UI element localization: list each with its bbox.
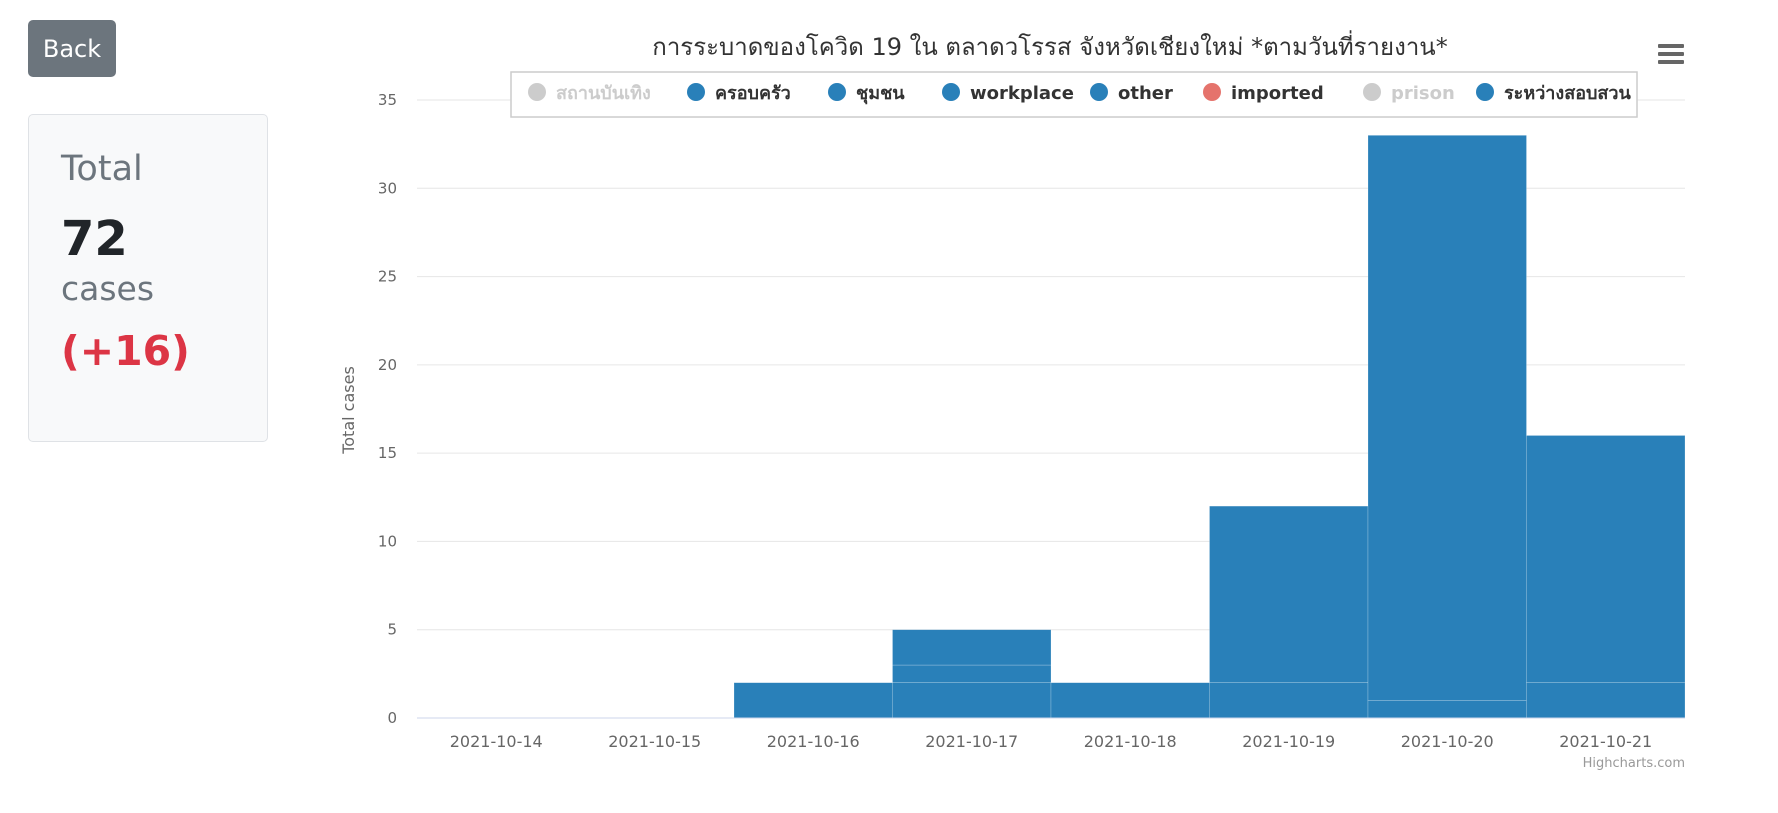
y-tick-label: 35 (378, 91, 397, 109)
y-axis-title: Total cases (339, 366, 358, 455)
legend-label: other (1118, 83, 1173, 104)
summary-card: Total 72 cases (+16) (28, 114, 268, 442)
x-tick-label: 2021-10-19 (1242, 732, 1335, 751)
summary-label: Total (61, 149, 143, 189)
legend-item[interactable]: workplace (942, 83, 1074, 104)
legend-label: สถานบันเทิง (556, 83, 651, 104)
y-tick-label: 0 (387, 709, 397, 727)
legend-marker-icon (528, 83, 546, 101)
legend-label: ชุมชน (856, 83, 905, 105)
x-tick-label: 2021-10-17 (925, 732, 1018, 751)
legend-marker-icon (828, 83, 846, 101)
legend-item[interactable]: prison (1363, 83, 1455, 104)
legend-item[interactable]: ระหว่างสอบสวน (1476, 83, 1632, 104)
bar-segment[interactable] (1209, 505, 1369, 683)
bar-segment[interactable] (1367, 135, 1527, 701)
legend-label: imported (1231, 83, 1324, 104)
bar-segment[interactable] (1526, 435, 1686, 683)
legend-marker-icon (942, 83, 960, 101)
legend-label: ระหว่างสอบสวน (1504, 83, 1632, 104)
x-tick-label: 2021-10-21 (1559, 732, 1652, 751)
bar-segment[interactable] (1050, 682, 1210, 719)
cases-unit: cases (61, 269, 155, 308)
bar-segment[interactable] (1209, 682, 1369, 719)
back-button[interactable]: Back (28, 20, 116, 77)
bar-segment[interactable] (733, 682, 893, 719)
legend-marker-icon (1363, 83, 1381, 101)
highcharts-credit[interactable]: Highcharts.com (1583, 756, 1685, 771)
y-tick-label: 10 (378, 532, 397, 550)
bar-segment[interactable] (892, 629, 1052, 666)
y-tick-label: 20 (378, 356, 397, 374)
y-tick-label: 5 (387, 621, 397, 639)
x-axis: 2021-10-14 2021-10-15 2021-10-16 2021-10-17… (450, 732, 1652, 751)
legend: สถานบันเทิง ครอบครัว ชุมชน workplace other im… (510, 71, 1638, 118)
bar-series (733, 135, 1686, 719)
legend-item[interactable]: สถานบันเทิง (528, 83, 651, 104)
legend-marker-icon (1476, 83, 1494, 101)
total-cases-count: 72 (61, 211, 128, 267)
legend-item[interactable]: imported (1203, 83, 1324, 104)
hamburger-menu-icon[interactable] (1653, 40, 1689, 70)
x-tick-label: 2021-10-18 (1084, 732, 1177, 751)
legend-item[interactable]: other (1090, 83, 1173, 104)
x-tick-label: 2021-10-14 (450, 732, 543, 751)
y-tick-label: 15 (378, 444, 397, 462)
legend-marker-icon (687, 83, 705, 101)
legend-label: ครอบครัว (715, 83, 791, 104)
chart-title: การระบาดของโควิด 19 ใน ตลาดวโรรส จังหวัด… (652, 30, 1447, 61)
new-cases-delta: (+16) (61, 327, 190, 375)
legend-marker-icon (1203, 83, 1221, 101)
legend-marker-icon (1090, 83, 1108, 101)
legend-label: workplace (970, 83, 1074, 104)
bar-segment[interactable] (892, 682, 1052, 719)
bar-segment[interactable] (892, 664, 1052, 683)
epidemic-bar-chart: การระบาดของโควิด 19 ใน ตลาดวโรรส จังหวัด… (339, 30, 1689, 771)
legend-item[interactable]: ครอบครัว (687, 83, 791, 104)
x-tick-label: 2021-10-15 (608, 732, 701, 751)
x-tick-label: 2021-10-20 (1401, 732, 1494, 751)
y-axis: 0 5 10 15 20 25 30 35 (378, 91, 397, 727)
legend-item[interactable]: ชุมชน (828, 83, 905, 105)
bar-segment[interactable] (1367, 700, 1527, 719)
legend-label: prison (1391, 83, 1455, 104)
y-tick-label: 25 (378, 268, 397, 286)
bar-segment[interactable] (1526, 682, 1686, 719)
legend-box (510, 71, 1638, 118)
x-tick-label: 2021-10-16 (767, 732, 860, 751)
y-tick-label: 30 (378, 179, 397, 197)
